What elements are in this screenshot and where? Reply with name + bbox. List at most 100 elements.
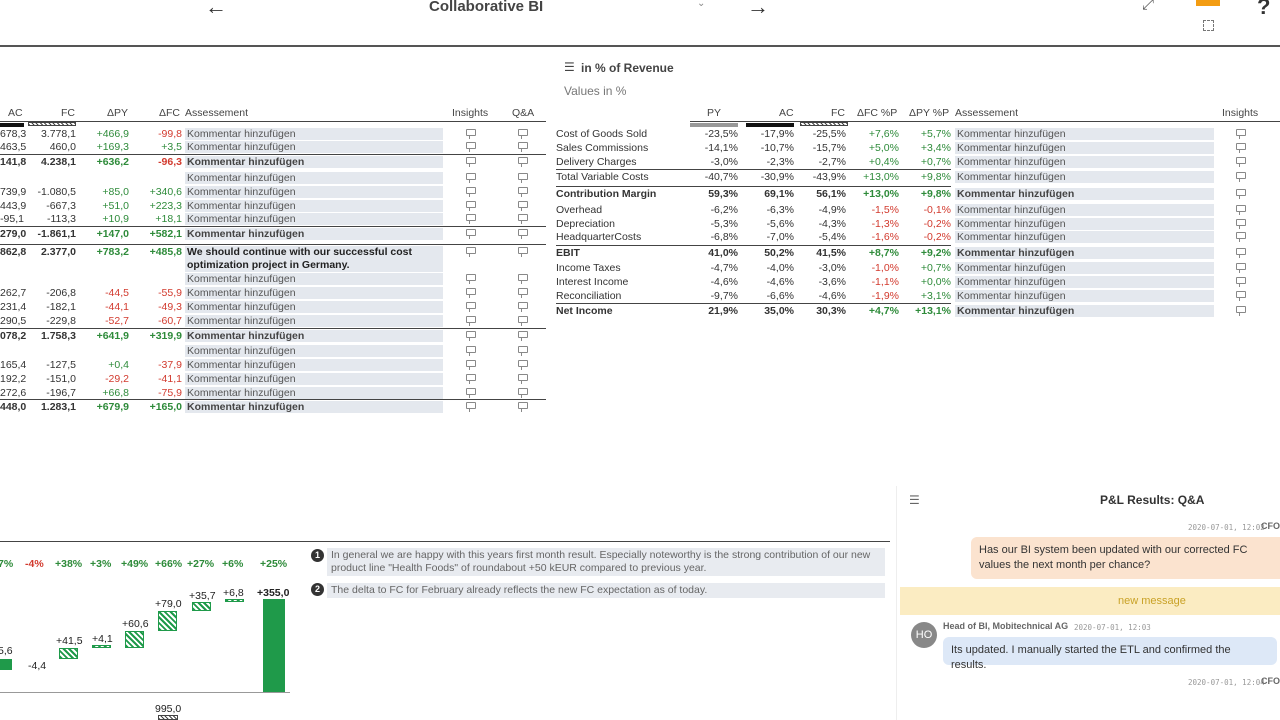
chevron-down-icon[interactable]: ⌄ [697,0,706,9]
insights-icon[interactable] [466,402,476,412]
assessment-comment[interactable]: Kommentar hinzufügen [185,273,443,285]
insights-icon[interactable] [466,316,476,326]
insights-icon[interactable] [1236,263,1246,273]
insights-icon[interactable] [1236,219,1246,229]
qa-comment-icon[interactable] [518,302,528,312]
assessment-comment[interactable]: Kommentar hinzufügen [185,345,443,357]
help-icon[interactable]: ? [1257,0,1271,19]
assessment-comment[interactable]: Kommentar hinzufügen [185,330,443,342]
assessment-comment[interactable]: Kommentar hinzufügen [955,247,1214,259]
insights-icon[interactable] [1236,306,1246,316]
insights-icon[interactable] [1236,205,1246,215]
assessment-comment[interactable]: Kommentar hinzufügen [185,141,443,153]
assessment-comment[interactable]: Kommentar hinzufügen [955,305,1214,317]
insights-icon[interactable] [466,187,476,197]
cell-dpy: +85,0 [102,186,129,198]
back-arrow-button[interactable]: ← [205,0,227,19]
assessment-comment[interactable]: Kommentar hinzufügen [185,172,443,184]
qa-comment-icon[interactable] [518,129,528,139]
insights-icon[interactable] [466,157,476,167]
assessment-comment[interactable]: Kommentar hinzufügen [185,373,443,385]
insights-icon[interactable] [466,173,476,183]
assessment-comment[interactable]: Kommentar hinzufügen [955,171,1214,183]
assessment-comment[interactable]: Kommentar hinzufügen [185,315,443,327]
assessment-comment[interactable]: Kommentar hinzufügen [185,156,443,168]
qa-comment-icon[interactable] [518,142,528,152]
assessment-comment[interactable]: Kommentar hinzufügen [955,276,1214,288]
insights-icon[interactable] [466,360,476,370]
fullscreen-exit-icon[interactable] [1203,20,1214,31]
cell-ac: -10,7% [760,142,794,154]
cell-ac: 290,5 [0,315,27,327]
annotation-comment[interactable]: In general we are happy with this years … [327,548,885,576]
qa-comment-icon[interactable] [518,316,528,326]
assessment-comment[interactable]: Kommentar hinzufügen [185,359,443,371]
insights-icon[interactable] [1236,291,1246,301]
insights-icon[interactable] [1236,232,1246,242]
user-badge[interactable] [1196,0,1220,6]
assessment-comment[interactable]: Kommentar hinzufügen [955,156,1214,168]
assessment-comment[interactable]: Kommentar hinzufügen [185,228,443,240]
insights-icon[interactable] [1236,172,1246,182]
insights-icon[interactable] [1236,277,1246,287]
assessment-comment[interactable]: Kommentar hinzufügen [955,290,1214,302]
assessment-comment[interactable]: Kommentar hinzufügen [955,142,1214,154]
expand-icon[interactable]: ⤢ [1142,0,1155,13]
insights-icon[interactable] [466,374,476,384]
insights-icon[interactable] [466,346,476,356]
qa-comment-icon[interactable] [518,247,528,257]
insights-icon[interactable] [1236,157,1246,167]
insights-icon[interactable] [466,129,476,139]
assessment-comment[interactable]: Kommentar hinzufügen [955,204,1214,216]
qa-comment-icon[interactable] [518,346,528,356]
assessment-comment[interactable]: Kommentar hinzufügen [955,262,1214,274]
assessment-comment[interactable]: Kommentar hinzufügen [185,186,443,198]
assessment-comment[interactable]: Kommentar hinzufügen [955,188,1214,200]
assessment-comment[interactable]: Kommentar hinzufügen [185,200,443,212]
insights-icon[interactable] [1236,143,1246,153]
insights-icon[interactable] [466,288,476,298]
qa-comment-icon[interactable] [518,187,528,197]
assessment-comment[interactable]: Kommentar hinzufügen [955,128,1214,140]
qa-comment-icon[interactable] [518,360,528,370]
qa-comment-icon[interactable] [518,388,528,398]
insights-icon[interactable] [1236,248,1246,258]
insights-icon[interactable] [466,331,476,341]
qa-comment-icon[interactable] [518,331,528,341]
qa-comment-icon[interactable] [518,274,528,284]
insights-icon[interactable] [466,247,476,257]
qa-comment-icon[interactable] [518,374,528,384]
hamburger-icon[interactable]: ☰ [909,493,920,507]
qa-comment-icon[interactable] [518,157,528,167]
insights-icon[interactable] [466,388,476,398]
insights-icon[interactable] [1236,189,1246,199]
insights-icon[interactable] [466,229,476,239]
assessment-comment[interactable]: Kommentar hinzufügen [185,301,443,313]
cell-ac: -95,1 [0,213,24,225]
qa-comment-icon[interactable] [518,201,528,211]
assessment-comment[interactable]: Kommentar hinzufügen [955,231,1214,243]
insights-icon[interactable] [1236,129,1246,139]
assessment-comment[interactable]: Kommentar hinzufügen [185,287,443,299]
qa-comment-icon[interactable] [518,402,528,412]
cell-ac: 739,9 [0,186,27,198]
assessment-comment[interactable]: Kommentar hinzufügen [185,128,443,140]
assessment-comment[interactable]: Kommentar hinzufügen [185,213,443,225]
new-message-banner[interactable] [900,587,1280,615]
insights-icon[interactable] [466,214,476,224]
insights-icon[interactable] [466,302,476,312]
assessment-comment[interactable]: Kommentar hinzufügen [185,387,443,399]
qa-comment-icon[interactable] [518,173,528,183]
assessment-comment[interactable]: Kommentar hinzufügen [185,401,443,413]
annotation-comment[interactable]: The delta to FC for February already ref… [327,583,885,598]
forward-arrow-button[interactable]: → [747,0,769,19]
qa-comment-icon[interactable] [518,214,528,224]
qa-comment-icon[interactable] [518,229,528,239]
insights-icon[interactable] [466,274,476,284]
insights-icon[interactable] [466,201,476,211]
assessment-comment[interactable]: We should continue with our successful c… [185,246,443,272]
insights-icon[interactable] [466,142,476,152]
qa-comment-icon[interactable] [518,288,528,298]
cell-dfc: +18,1 [155,213,182,225]
assessment-comment[interactable]: Kommentar hinzufügen [955,218,1214,230]
